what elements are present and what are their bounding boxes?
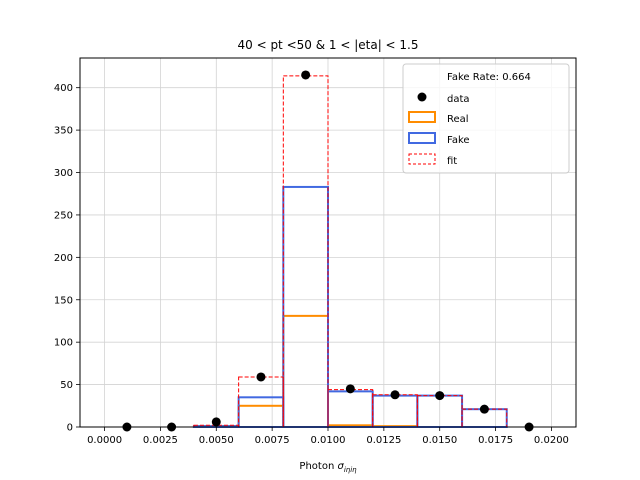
x-tick-label: 0.0050	[199, 435, 234, 446]
x-tick-label: 0.0100	[311, 435, 346, 446]
data-point	[301, 70, 311, 80]
legend-box	[402, 63, 570, 174]
bar-fake	[237, 396, 285, 428]
legend: Fake Rate: 0.664 data Real Fake fit	[402, 63, 570, 174]
x-tick-label: 0.0200	[534, 435, 569, 446]
y-tick-label: 250	[54, 210, 73, 221]
bar-real	[282, 314, 329, 428]
bar-fake	[282, 185, 329, 428]
y-tick-label: 300	[54, 168, 73, 179]
legend-fake-rate: Fake Rate: 0.664	[447, 72, 531, 83]
data-point	[435, 391, 445, 401]
y-tick-label: 350	[54, 126, 73, 137]
bar-fake	[327, 390, 374, 428]
y-tick-label: 150	[54, 295, 73, 306]
y-axis: 0 50 100 150 200 250 300 350 400	[54, 83, 80, 434]
y-tick-label: 100	[54, 338, 73, 349]
data-point	[390, 390, 400, 400]
bar-real	[237, 404, 285, 428]
legend-fit-swatch	[408, 153, 436, 165]
x-tick-label: 0.0175	[478, 435, 513, 446]
legend-fit-label: fit	[447, 156, 457, 167]
x-axis-label-main: Photon	[299, 461, 337, 472]
x-tick-label: 0.0075	[255, 435, 290, 446]
data-point	[479, 404, 489, 414]
x-axis-label: Photon σiηiη	[299, 461, 357, 474]
legend-real-swatch	[408, 111, 436, 123]
x-axis-label-math: σ	[337, 461, 344, 472]
x-axis: 0.0000 0.0025 0.0050 0.0075 0.0100 0.0125 0.01…	[87, 427, 569, 446]
legend-data-label: data	[447, 94, 470, 105]
bar-fit	[327, 389, 374, 428]
data-point	[256, 372, 266, 382]
x-tick-label: 0.0125	[366, 435, 401, 446]
data-point	[211, 417, 221, 427]
y-tick-label: 400	[54, 83, 73, 94]
y-tick-label: 200	[54, 253, 73, 264]
legend-fake-swatch	[408, 132, 436, 144]
x-tick-label: 0.0150	[422, 435, 457, 446]
data-point	[345, 384, 355, 394]
bar-fit	[282, 75, 329, 428]
bar-fake	[371, 394, 419, 429]
x-tick-label: 0.0025	[143, 435, 178, 446]
legend-fake-label: Fake	[447, 135, 470, 146]
chart-title: 40 < pt <50 & 1 < |eta| < 1.5	[237, 38, 418, 52]
bar-fit	[372, 394, 418, 428]
y-tick-label: 0	[67, 423, 73, 434]
y-tick-label: 50	[60, 380, 73, 391]
x-axis-label-sub: iηiη	[344, 466, 357, 474]
legend-data-marker	[417, 92, 427, 102]
legend-real-label: Real	[447, 114, 469, 125]
x-tick-label: 0.0000	[87, 435, 122, 446]
